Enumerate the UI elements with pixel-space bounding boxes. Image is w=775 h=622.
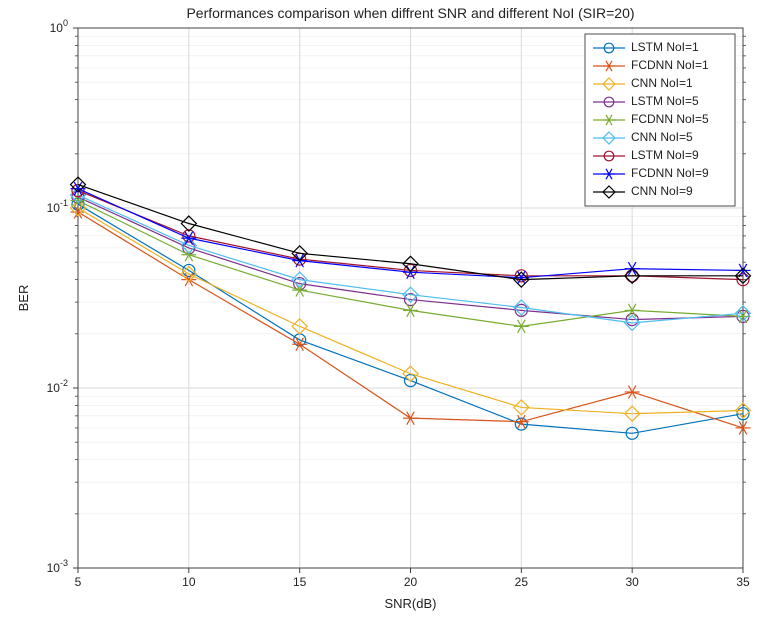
legend-label: FCDNN NoI=1 <box>631 58 709 72</box>
legend-label: FCDNN NoI=5 <box>631 112 709 126</box>
x-tick-label: 10 <box>182 575 196 589</box>
x-tick-label: 35 <box>736 575 750 589</box>
chart-title: Performances comparison when diffrent SN… <box>186 5 634 21</box>
x-tick-label: 15 <box>293 575 307 589</box>
x-tick-label: 5 <box>75 575 82 589</box>
legend-label: CNN NoI=5 <box>631 130 693 144</box>
x-tick-label: 30 <box>625 575 639 589</box>
x-axis-label: SNR(dB) <box>384 596 436 611</box>
y-tick-label: 10-3 <box>47 558 68 575</box>
legend-label: CNN NoI=1 <box>631 76 693 90</box>
x-tick-label: 20 <box>404 575 418 589</box>
chart-svg: 5 10 15 20 25 30 35 10-3 10-2 10-1 100 Performances… <box>0 0 775 622</box>
y-tick-label: 10-2 <box>47 378 68 395</box>
chart-container: 5 10 15 20 25 30 35 10-3 10-2 10-1 100 Performances… <box>0 0 775 622</box>
legend-label: LSTM NoI=1 <box>631 40 699 54</box>
x-tick-label: 25 <box>515 575 529 589</box>
legend-label: LSTM NoI=9 <box>631 148 699 162</box>
legend: LSTM NoI=1 FCDNN NoI=1 CNN NoI=1 LSTM NoI=5… <box>585 34 735 206</box>
y-tick-label: 10-1 <box>47 198 68 215</box>
y-tick-label: 100 <box>50 18 68 35</box>
legend-label: LSTM NoI=5 <box>631 94 699 108</box>
y-axis-label: BER <box>16 285 31 312</box>
legend-label: CNN NoI=9 <box>631 184 693 198</box>
legend-label: FCDNN NoI=9 <box>631 166 709 180</box>
